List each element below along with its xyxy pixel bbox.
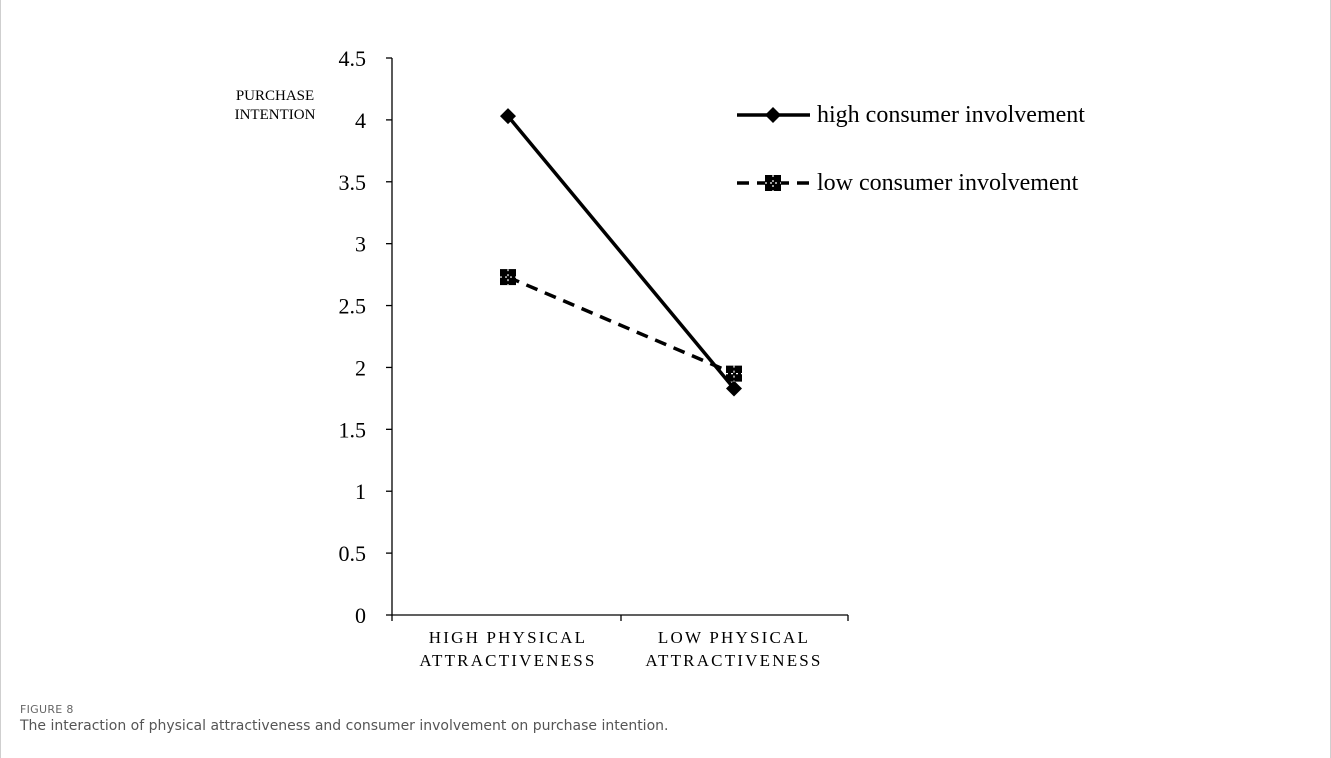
data-point-marker: [726, 380, 742, 397]
chart-axes: [391, 58, 848, 616]
series-high-involvement: [500, 108, 742, 397]
y-tick-label: 4.5: [339, 46, 367, 71]
legend-item: high consumer involvement: [737, 102, 1085, 128]
chart-legend: high consumer involvement low consumer in…: [737, 102, 1085, 196]
y-tick-label: 0.5: [339, 541, 367, 566]
legend-marker: [765, 107, 781, 123]
y-tick-label: 1.5: [339, 417, 367, 442]
x-category-label: ATTRACTIVENESS: [645, 651, 822, 670]
legend-label: high consumer involvement: [817, 102, 1085, 128]
y-tick-label: 1: [355, 479, 366, 504]
y-axis-label-line: PURCHASE: [236, 88, 314, 104]
y-tick-label: 2.5: [339, 294, 367, 319]
legend-item: low consumer involvement: [737, 170, 1079, 196]
y-tick-label: 4: [355, 108, 366, 133]
series-line: [506, 115, 736, 390]
y-tick-label: 3: [355, 232, 366, 257]
series-lines: [500, 108, 742, 397]
x-category-label: LOW PHYSICAL: [658, 628, 810, 647]
data-point-marker: [500, 108, 516, 125]
figure-caption: The interaction of physical attractivene…: [20, 718, 669, 734]
y-tick-label: 2: [355, 355, 366, 380]
legend-label: low consumer involvement: [817, 170, 1079, 196]
line-chart: PURCHASE INTENTION 0 0.5 1 1.5 2 2.5 3 3.5 4 4.5 H…: [235, 46, 1086, 670]
series-line: [507, 275, 735, 376]
data-point-marker: [726, 365, 742, 382]
data-point-marker: [500, 269, 516, 286]
y-axis-label-line: INTENTION: [235, 107, 316, 123]
y-tick-label: 0: [355, 603, 366, 628]
x-category-label: HIGH PHYSICAL: [429, 628, 587, 647]
y-tick-label: 3.5: [339, 170, 367, 195]
x-category-label: ATTRACTIVENESS: [419, 651, 596, 670]
legend-marker: [765, 175, 781, 191]
y-axis-ticks: 0 0.5 1 1.5 2 2.5 3 3.5 4 4.5: [339, 46, 392, 628]
figure-label: FIGURE 8: [20, 703, 74, 716]
x-axis-ticks: HIGH PHYSICAL ATTRACTIVENESS LOW PHYSICAL A…: [391, 615, 849, 670]
y-axis-label: PURCHASE INTENTION: [235, 88, 316, 123]
series-low-involvement: [500, 269, 742, 382]
